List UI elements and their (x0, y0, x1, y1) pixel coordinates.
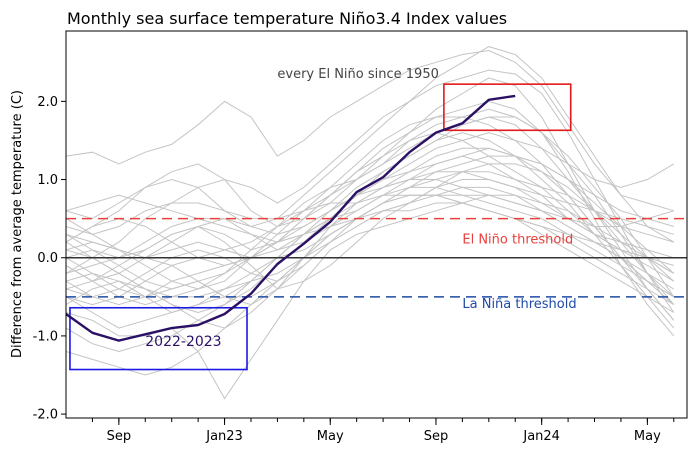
y-tick-label: -2.0 (33, 408, 58, 423)
y-tick-label: 2.0 (37, 95, 58, 110)
x-tick-label: May (634, 429, 661, 444)
y-tick-label: 0.0 (37, 251, 58, 266)
background-series-line (66, 116, 675, 298)
y-axis-label: Difference from average temperature (C) (10, 90, 25, 358)
background-series-line (66, 77, 675, 321)
plot-area (66, 46, 687, 400)
background-series-line (66, 116, 675, 306)
x-axis: Sep Jan23 May Sep Jan24 May (91, 418, 675, 444)
y-axis: -2.0 -1.0 0.0 1.0 2.0 (33, 95, 66, 423)
highlight-series-line (66, 94, 516, 342)
background-series-line (66, 69, 675, 313)
el-nino-threshold-label: El Niño threshold (462, 233, 573, 248)
background-series-line (66, 46, 675, 243)
background-series-line (66, 49, 674, 212)
highlight-period-box (69, 306, 248, 371)
background-series-label: every El Niño since 1950 (277, 67, 438, 82)
x-tick-label: Sep (424, 429, 449, 444)
recent-peak-box (443, 83, 572, 132)
background-series-line (66, 132, 675, 243)
background-series-line (66, 194, 674, 298)
annotation-boxes-group (69, 83, 572, 371)
background-series-line (66, 147, 674, 274)
highlight-series-label: 2022-2023 (145, 334, 221, 350)
x-tick-label: Jan23 (205, 429, 243, 444)
x-tick-label: Sep (107, 429, 132, 444)
plot-frame (65, 30, 688, 419)
x-tick-label: Jan24 (522, 429, 560, 444)
la-nina-threshold-label: La Niña threshold (462, 297, 576, 312)
background-series-line (66, 202, 675, 306)
chart-title: Monthly sea surface temperature Niño3.4 … (67, 9, 507, 28)
background-series-line (66, 194, 675, 274)
plot-labels-group: every El Niño since 1950 El Niño thresho… (145, 67, 576, 350)
background-series-line (66, 108, 675, 305)
y-tick-label: -1.0 (33, 329, 58, 344)
background-series-line (66, 163, 675, 290)
background-series-group (66, 46, 675, 400)
background-series-line (66, 155, 675, 314)
y-tick-label: 1.0 (37, 173, 58, 188)
threshold-lines-group (66, 217, 687, 298)
x-tick-label: May (317, 429, 344, 444)
